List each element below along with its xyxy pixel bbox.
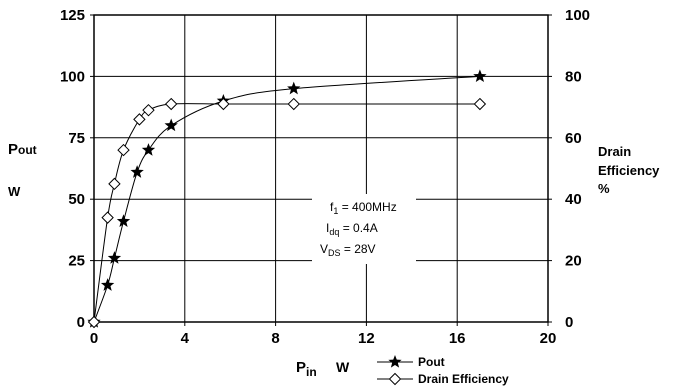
grid bbox=[94, 15, 548, 322]
x-tick-label: 20 bbox=[540, 330, 557, 347]
series-line-drain-efficiency bbox=[93, 103, 480, 323]
efficiency-diamond-marker bbox=[217, 97, 230, 111]
y-right-axis-label-line1: Drain bbox=[598, 144, 631, 159]
axis-ticks: 0 4 8 12 16 20 0 25 50 75 100 125 0 20 40 60 80 100 bbox=[60, 7, 590, 347]
x-tick-label: 8 bbox=[271, 330, 279, 347]
efficiency-diamond-marker bbox=[473, 97, 487, 111]
y-left-axis-label: Pout bbox=[8, 141, 37, 158]
y-left-tick-label: 50 bbox=[68, 191, 85, 208]
pout-star-marker bbox=[287, 81, 301, 95]
legend: Pout Drain Efficiency bbox=[377, 355, 509, 386]
x-tick-label: 0 bbox=[90, 330, 98, 347]
efficiency-diamond-marker bbox=[287, 97, 300, 111]
pout-star-marker bbox=[107, 251, 122, 264]
conditions-annotation: f1 = 400MHz Idq = 0.4A VDS = 28V bbox=[312, 194, 416, 264]
y-left-tick-label: 0 bbox=[77, 314, 85, 331]
pout-star-marker bbox=[116, 214, 131, 227]
y-right-tick-label: 0 bbox=[565, 314, 573, 331]
legend-label-pout: Pout bbox=[418, 355, 445, 369]
pout-star-marker bbox=[100, 278, 115, 291]
y-right-tick-label: 80 bbox=[565, 68, 582, 85]
y-left-tick-label: 125 bbox=[60, 7, 85, 24]
efficiency-diamond-marker bbox=[101, 211, 114, 224]
y-left-axis-unit: W bbox=[8, 184, 21, 199]
y-right-tick-label: 100 bbox=[565, 7, 590, 24]
pout-star-marker bbox=[164, 118, 178, 132]
efficiency-diamond-marker bbox=[117, 143, 130, 157]
y-right-tick-label: 60 bbox=[565, 130, 582, 147]
y-right-axis-label-line2: Efficiency bbox=[598, 163, 660, 178]
y-right-tick-label: 20 bbox=[565, 253, 582, 270]
annotation-vds: VDS = 28V bbox=[320, 242, 376, 258]
x-tick-label: 12 bbox=[358, 330, 375, 347]
x-tick-label: 16 bbox=[449, 330, 466, 347]
x-axis-label: Pin bbox=[296, 359, 317, 379]
y-left-tick-label: 100 bbox=[60, 68, 85, 85]
legend-diamond-marker bbox=[388, 372, 402, 386]
plot-frame bbox=[93, 14, 549, 323]
annotation-background bbox=[312, 194, 416, 264]
pout-star-marker bbox=[473, 69, 487, 83]
pout-star-marker bbox=[130, 165, 144, 178]
x-tick-label: 4 bbox=[181, 330, 190, 347]
efficiency-diamond-marker bbox=[108, 177, 121, 191]
pout-star-marker bbox=[141, 143, 156, 156]
annotation-frequency: f1 = 400MHz bbox=[330, 200, 397, 216]
efficiency-diamond-marker bbox=[142, 103, 155, 117]
annotation-idq: Idq = 0.4A bbox=[326, 221, 378, 237]
efficiency-diamond-marker bbox=[164, 97, 178, 111]
series-markers bbox=[87, 69, 487, 329]
y-right-tick-label: 40 bbox=[565, 191, 582, 208]
legend-label-efficiency: Drain Efficiency bbox=[418, 372, 509, 386]
y-right-axis-unit: % bbox=[598, 181, 610, 196]
x-axis-unit: W bbox=[336, 359, 350, 375]
y-left-tick-label: 25 bbox=[68, 253, 85, 270]
efficiency-diamond-marker bbox=[133, 113, 146, 126]
y-left-tick-label: 75 bbox=[68, 130, 85, 147]
legend-star-marker bbox=[388, 355, 402, 368]
efficiency-diamond-marker bbox=[87, 315, 101, 329]
